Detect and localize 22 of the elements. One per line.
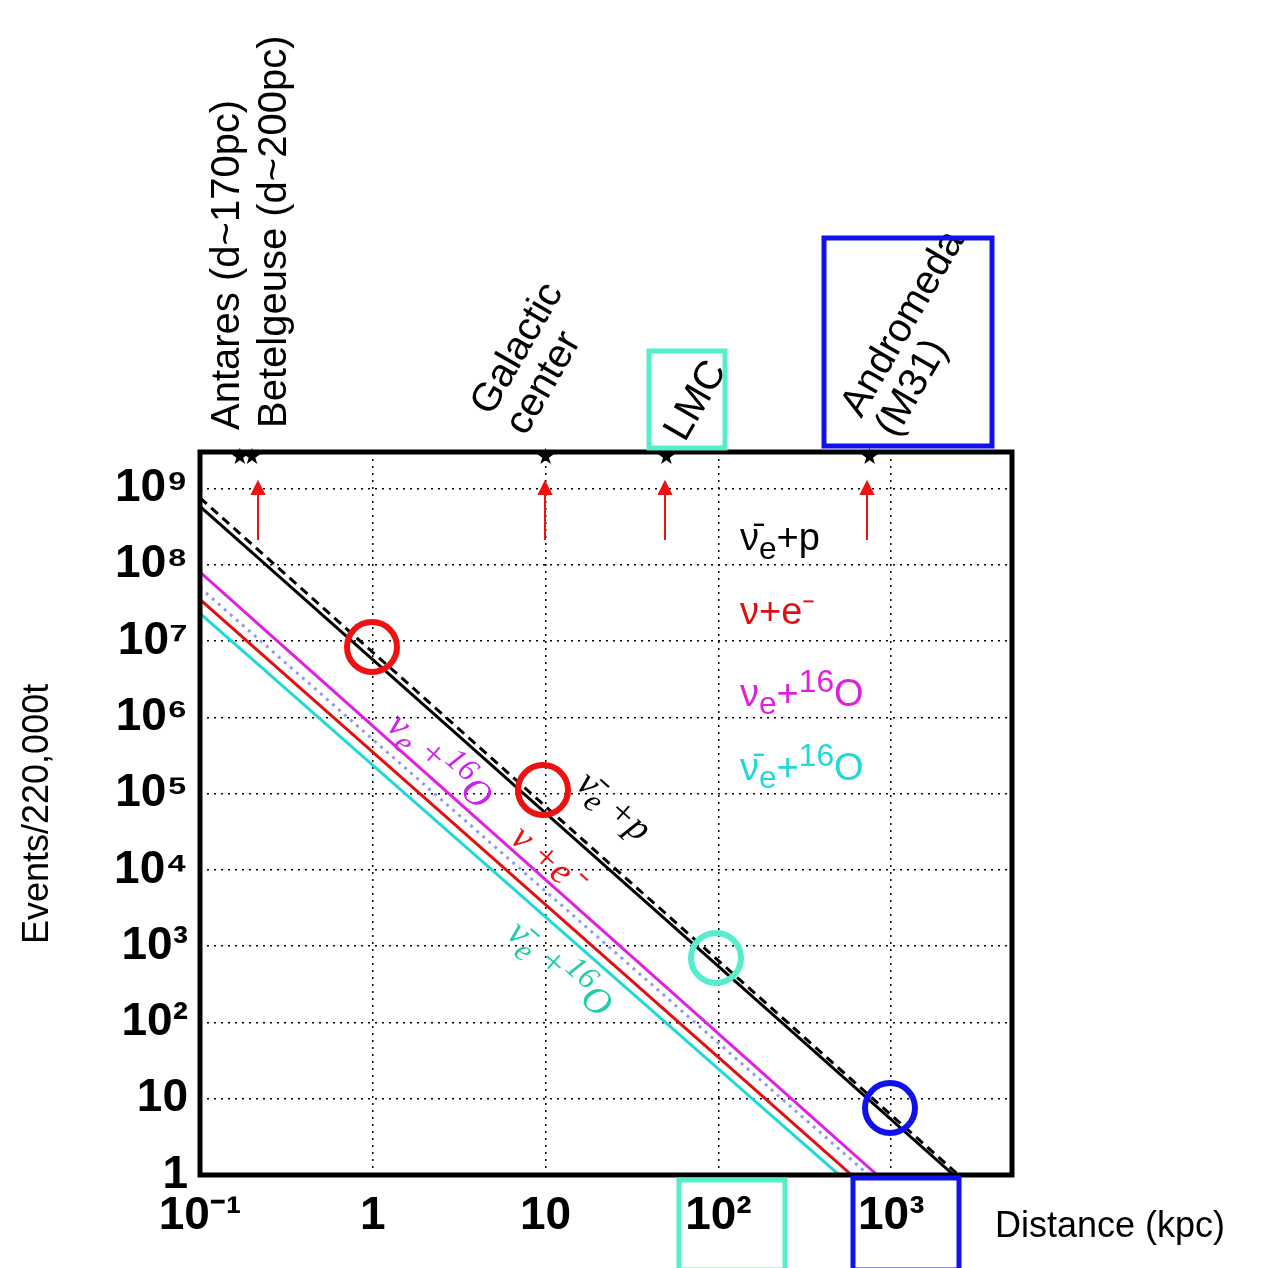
y-tick-label: 10⁵: [115, 764, 188, 817]
y-tick-label: 10⁶: [115, 687, 188, 740]
x-tick-label: 10: [520, 1187, 572, 1240]
y-tick-label: 10³: [121, 916, 188, 969]
text: ν̄$_{e}$+p: [740, 516, 820, 566]
x-tick-label: 1: [360, 1187, 386, 1240]
y-tick-label: 10⁷: [117, 611, 188, 664]
text: ν̄$_{e}$+$^{16}$O: [740, 737, 864, 796]
x-tick-label: 10³: [857, 1187, 925, 1240]
y-tick-label: 10: [136, 1069, 188, 1122]
text: Antares (d~170pc): [203, 99, 247, 430]
y-tick-label: 10²: [121, 993, 188, 1046]
y-tick-label: 10⁸: [115, 535, 188, 588]
y-tick-label: 10⁴: [114, 840, 188, 893]
x-tick-label: 10²: [685, 1187, 752, 1240]
annotation: ν +e⁻: [503, 815, 593, 901]
text: Betelgeuse (d~200pc): [250, 35, 294, 428]
text: ν$_{e}$+$^{16}$O: [740, 663, 864, 722]
y-axis-title: Events/220,000t: [15, 683, 56, 944]
y-tick-label: 10⁹: [115, 459, 188, 512]
text: ν+e⁻: [740, 590, 816, 632]
x-axis-title: Distance (kpc): [995, 1204, 1226, 1245]
